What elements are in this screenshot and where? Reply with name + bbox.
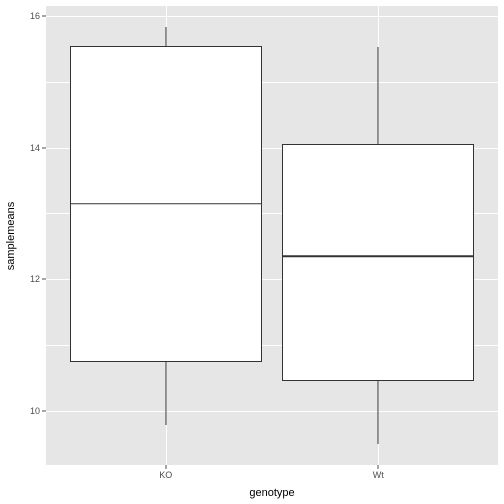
y-tick-label: 16	[10, 11, 40, 21]
x-tick-mark	[378, 465, 379, 469]
x-tick-mark	[165, 465, 166, 469]
y-tick-label: 14	[10, 143, 40, 153]
y-tick-mark	[42, 279, 46, 280]
median-line	[282, 255, 474, 257]
y-axis-title: samplemeans	[5, 201, 17, 269]
x-tick-label: Wt	[348, 470, 408, 480]
gridline-major	[46, 16, 498, 17]
figure: KOWt samplemeans genotype 10121416	[0, 0, 504, 504]
box	[282, 144, 474, 381]
x-axis-title: genotype	[249, 487, 294, 499]
x-tick-label: KO	[136, 470, 196, 480]
y-tick-label: 12	[10, 274, 40, 284]
y-tick-label: 10	[10, 406, 40, 416]
plot-panel: KOWt	[46, 6, 498, 465]
median-line	[70, 203, 262, 205]
y-tick-mark	[42, 147, 46, 148]
y-tick-mark	[42, 15, 46, 16]
y-tick-mark	[42, 411, 46, 412]
gridline-major	[46, 411, 498, 412]
